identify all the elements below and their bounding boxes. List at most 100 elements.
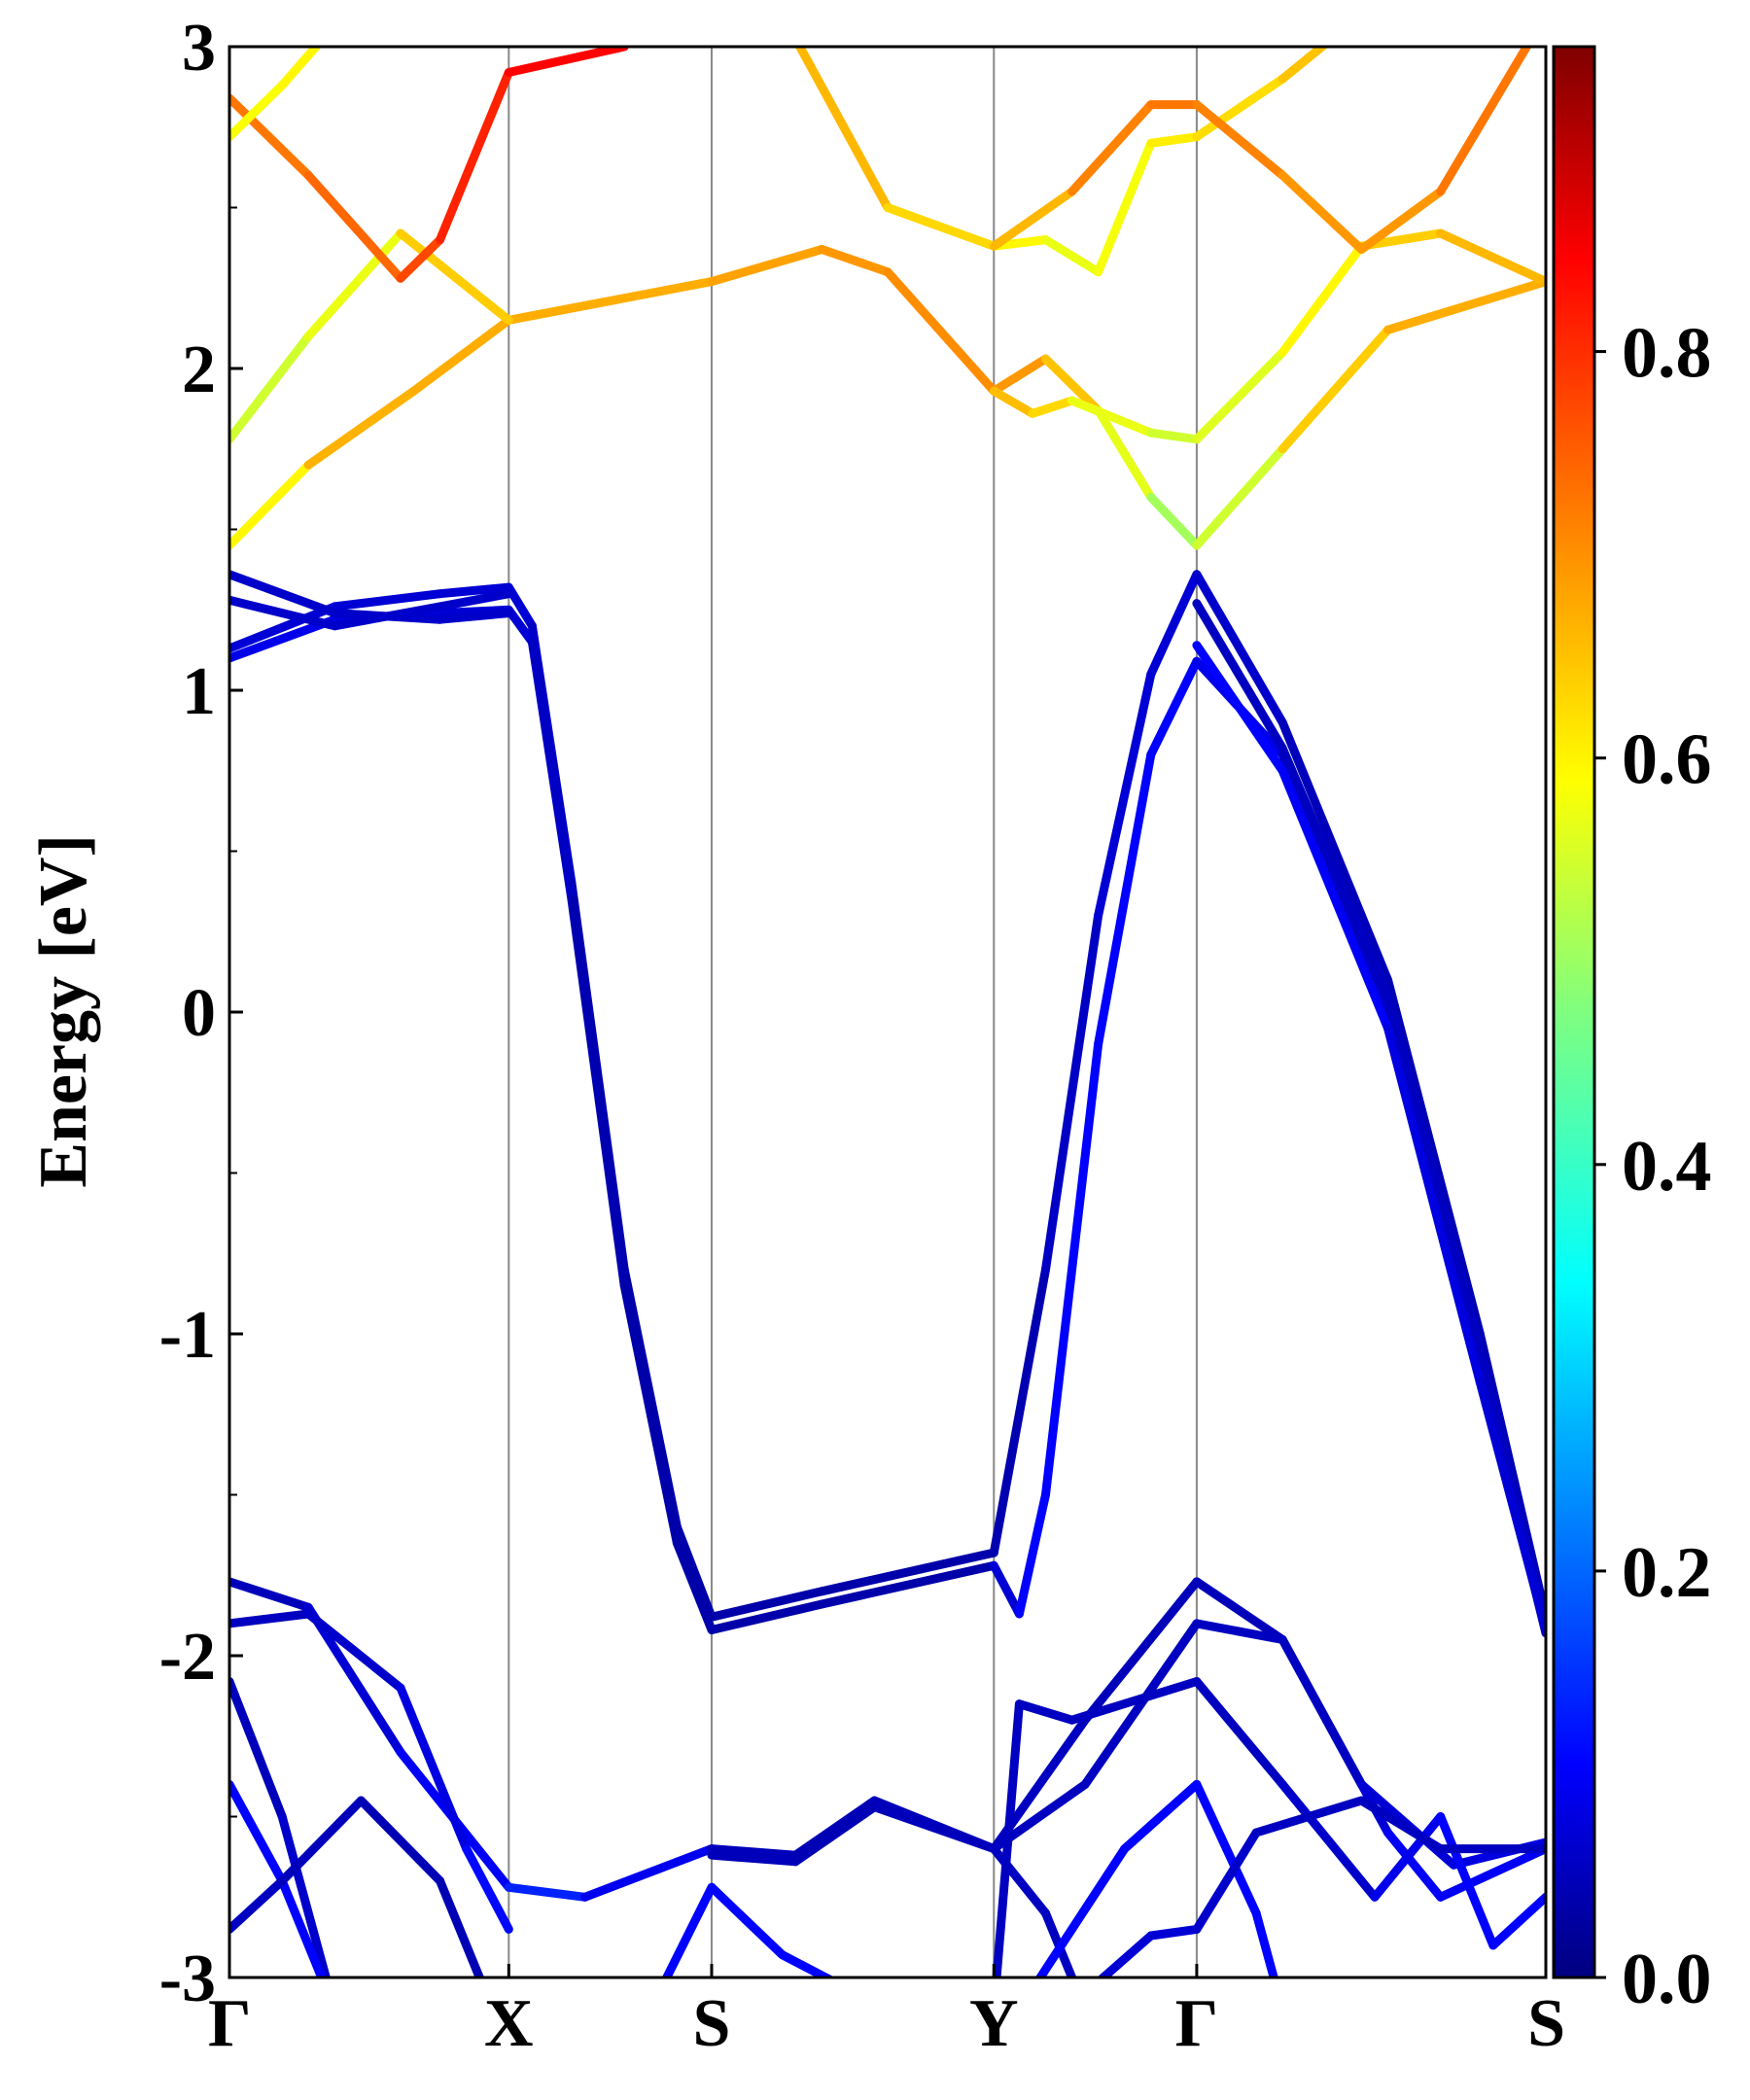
y-tick-label: 1 [182,654,216,729]
colorbar-tick-label: 0.4 [1622,1127,1712,1207]
band-segment [1034,1844,1130,1978]
band-line [229,605,1546,1638]
band-segment [1146,1924,1202,1941]
x-tick-label: Γ [1175,1986,1219,2061]
plot-frame [228,45,1548,1979]
band-segment [409,315,513,396]
x-tick-label: Γ [208,1986,252,2061]
band-segment [883,267,998,396]
band-segment [817,1548,998,1596]
y-tick-label: 3 [182,11,216,86]
band-segment [817,245,892,277]
band-segment [436,589,513,612]
band-line [794,47,1532,254]
band-segment [817,1560,998,1609]
band-segment [1068,396,1156,438]
band-segment [1278,170,1366,254]
band-line [229,228,513,444]
band-segment [1356,187,1446,254]
band-segment [277,1796,366,1886]
band-segment [1120,1779,1202,1854]
x-tick-label: S [1527,1986,1565,2061]
band-segment [229,460,313,550]
band-segment [1370,1812,1446,1902]
band-segment [396,1683,472,1854]
band-segment [790,1796,879,1860]
band-segment [1192,641,1287,776]
band-segment [1068,100,1156,196]
band-segment [1192,1779,1261,1918]
band-segment [1094,750,1156,1049]
band-segment [436,609,513,624]
band-segment [989,1844,1050,1918]
band-segment [1278,1779,1380,1902]
band-segment [707,245,826,287]
band-line [229,1677,331,1978]
band-segment [1146,428,1202,444]
band-segment [794,47,892,212]
y-axis-label: Energy [eV] [26,834,101,1188]
band-segment [1041,1908,1077,1978]
band-segment [229,595,339,631]
band-line [229,245,1546,550]
band-segment [1192,100,1287,180]
band-segment [229,81,287,142]
band-segment [1028,396,1077,418]
band-segment [707,1599,826,1634]
band-segment [1356,1796,1446,1854]
band-line [1034,1779,1278,1978]
band-line [1097,1796,1546,1978]
band-segment [1146,492,1202,550]
band-segment [504,605,537,647]
y-tick-label: -2 [159,1620,216,1695]
band-segment [1041,235,1103,277]
band-segment [356,1796,445,1886]
band-segment [1251,1796,1366,1838]
colorbar-tick-label: 0.2 [1622,1533,1712,1613]
x-tick-label: Y [969,1986,1019,2061]
y-tick-label: -3 [159,1942,216,2016]
band-segment [989,1560,1024,1619]
band-segment [1192,1619,1287,1644]
band-segment [790,1802,879,1867]
band-segment [229,570,339,618]
band-line [989,1844,1077,1978]
band-line [989,47,1329,277]
band-lines [229,47,1546,1978]
band-line [229,1796,485,1978]
band-segment [1436,47,1532,196]
x-tick-label: X [484,1986,534,2061]
band-segment [396,235,445,283]
band-segment [229,1876,287,1934]
y-tick-label: -1 [159,1298,216,1373]
band-segment [1278,744,1392,1000]
band-segment [567,894,629,1290]
band-segment [277,1812,331,1978]
band-segment [303,228,405,341]
band-segment [303,1609,405,1693]
band-segment [1094,670,1156,921]
y-tick-label: 2 [182,332,216,407]
band-line [229,1779,327,1978]
band-segment [436,582,513,599]
band-segment [989,187,1077,251]
band-segment [1192,1828,1261,1934]
band-segment [661,1882,717,1978]
band-line [661,1882,836,1978]
band-segment [229,1609,313,1628]
band-segment [1192,74,1287,142]
colorbar-tick-label: 0.6 [1622,720,1712,800]
band-segment [1146,132,1202,148]
band-segment [1192,570,1287,727]
band-segment [1192,599,1287,753]
band-segment [1383,1024,1485,1387]
band-segment [1383,992,1485,1354]
band-segment [1080,1619,1202,1789]
band-segment [396,228,513,325]
band-segment [330,602,445,631]
band-segment [1094,405,1156,502]
band-segment [527,637,577,904]
band-segment [229,332,313,444]
